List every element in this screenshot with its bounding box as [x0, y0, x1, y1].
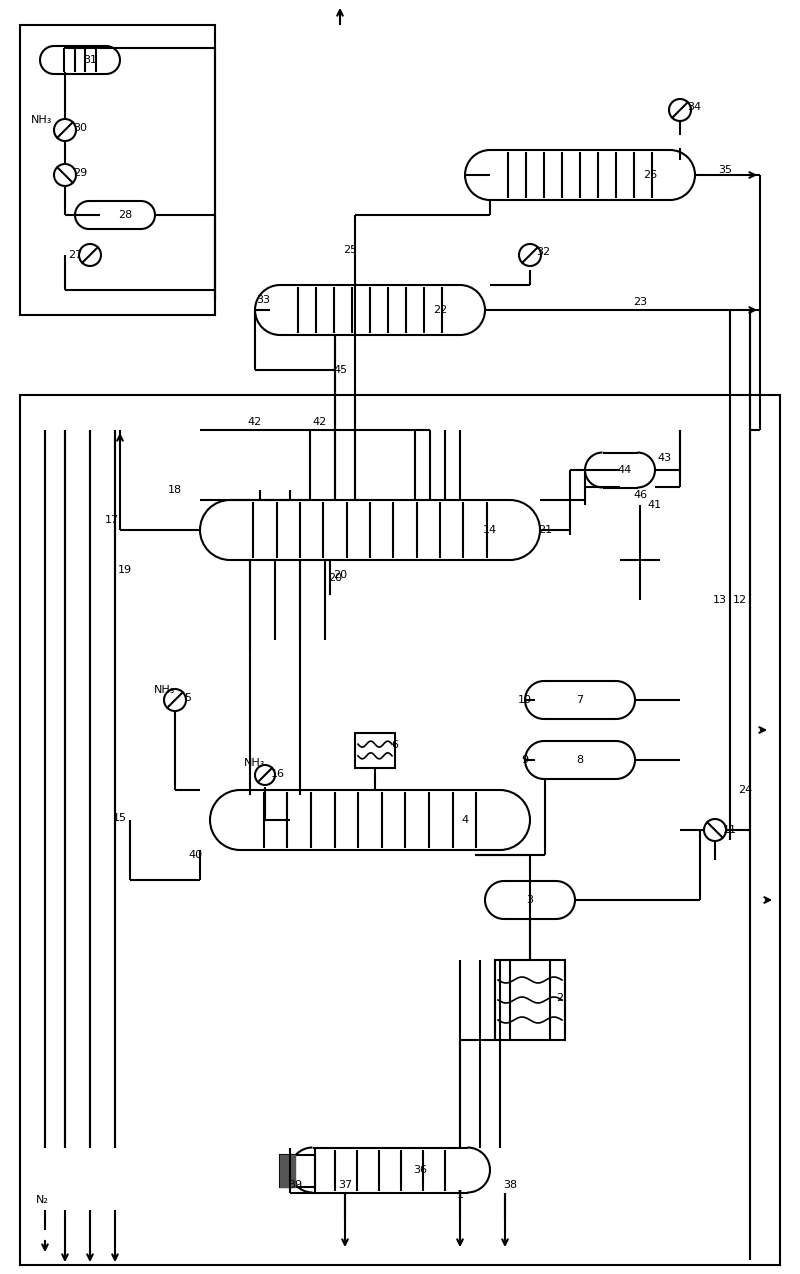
- Text: 9: 9: [522, 755, 529, 764]
- Text: N₂: N₂: [35, 1195, 49, 1205]
- Text: 21: 21: [538, 525, 552, 535]
- Text: 29: 29: [73, 168, 87, 178]
- Bar: [355, 733, 395, 767]
- Text: 17: 17: [105, 515, 119, 525]
- Text: 14: 14: [483, 525, 497, 535]
- Text: 37: 37: [338, 1180, 352, 1190]
- Text: 13: 13: [713, 595, 727, 605]
- Text: 44: 44: [618, 465, 632, 475]
- Text: 6: 6: [391, 740, 398, 750]
- Text: 41: 41: [648, 499, 662, 510]
- Text: 18: 18: [168, 485, 182, 496]
- Text: 35: 35: [718, 166, 732, 175]
- Text: 27: 27: [68, 250, 82, 260]
- Text: 40: 40: [188, 850, 202, 860]
- Text: 12: 12: [733, 595, 747, 605]
- Text: 4: 4: [462, 815, 469, 826]
- Text: 43: 43: [658, 454, 672, 462]
- Text: 39: 39: [288, 1180, 302, 1190]
- Text: 31: 31: [83, 55, 97, 65]
- Text: 20: 20: [328, 573, 342, 583]
- Text: 22: 22: [433, 304, 447, 315]
- Text: 23: 23: [633, 297, 647, 307]
- Text: 34: 34: [687, 102, 701, 112]
- Text: 7: 7: [577, 696, 583, 705]
- Text: 15: 15: [113, 813, 127, 823]
- Text: 25: 25: [343, 245, 357, 255]
- Text: 45: 45: [333, 364, 347, 375]
- Text: 3: 3: [526, 896, 534, 905]
- Text: 11: 11: [723, 826, 737, 834]
- Text: 32: 32: [536, 247, 550, 257]
- Bar: [20, 395, 780, 1265]
- Text: 5: 5: [185, 693, 191, 703]
- Text: 26: 26: [643, 169, 657, 180]
- Text: 8: 8: [577, 755, 583, 764]
- Text: 16: 16: [271, 769, 285, 778]
- Text: 19: 19: [118, 564, 132, 575]
- Bar: [495, 961, 565, 1040]
- Text: NH₃: NH₃: [154, 685, 176, 696]
- Text: 20: 20: [333, 569, 347, 580]
- Text: 36: 36: [413, 1164, 427, 1175]
- Bar: [280, 1156, 295, 1187]
- Text: 10: 10: [518, 696, 532, 705]
- Text: 33: 33: [256, 296, 270, 304]
- Bar: [280, 1156, 315, 1187]
- Text: 46: 46: [633, 490, 647, 499]
- Text: 28: 28: [118, 210, 132, 220]
- Text: 42: 42: [248, 417, 262, 427]
- Text: NH₃: NH₃: [244, 758, 266, 768]
- Text: 2: 2: [557, 992, 563, 1003]
- Text: 30: 30: [73, 124, 87, 132]
- Text: 1: 1: [457, 1190, 463, 1200]
- Text: 38: 38: [503, 1180, 517, 1190]
- Text: NH₃: NH₃: [31, 115, 53, 125]
- Text: 24: 24: [738, 785, 752, 795]
- Text: 42: 42: [313, 417, 327, 427]
- Bar: [20, 25, 215, 315]
